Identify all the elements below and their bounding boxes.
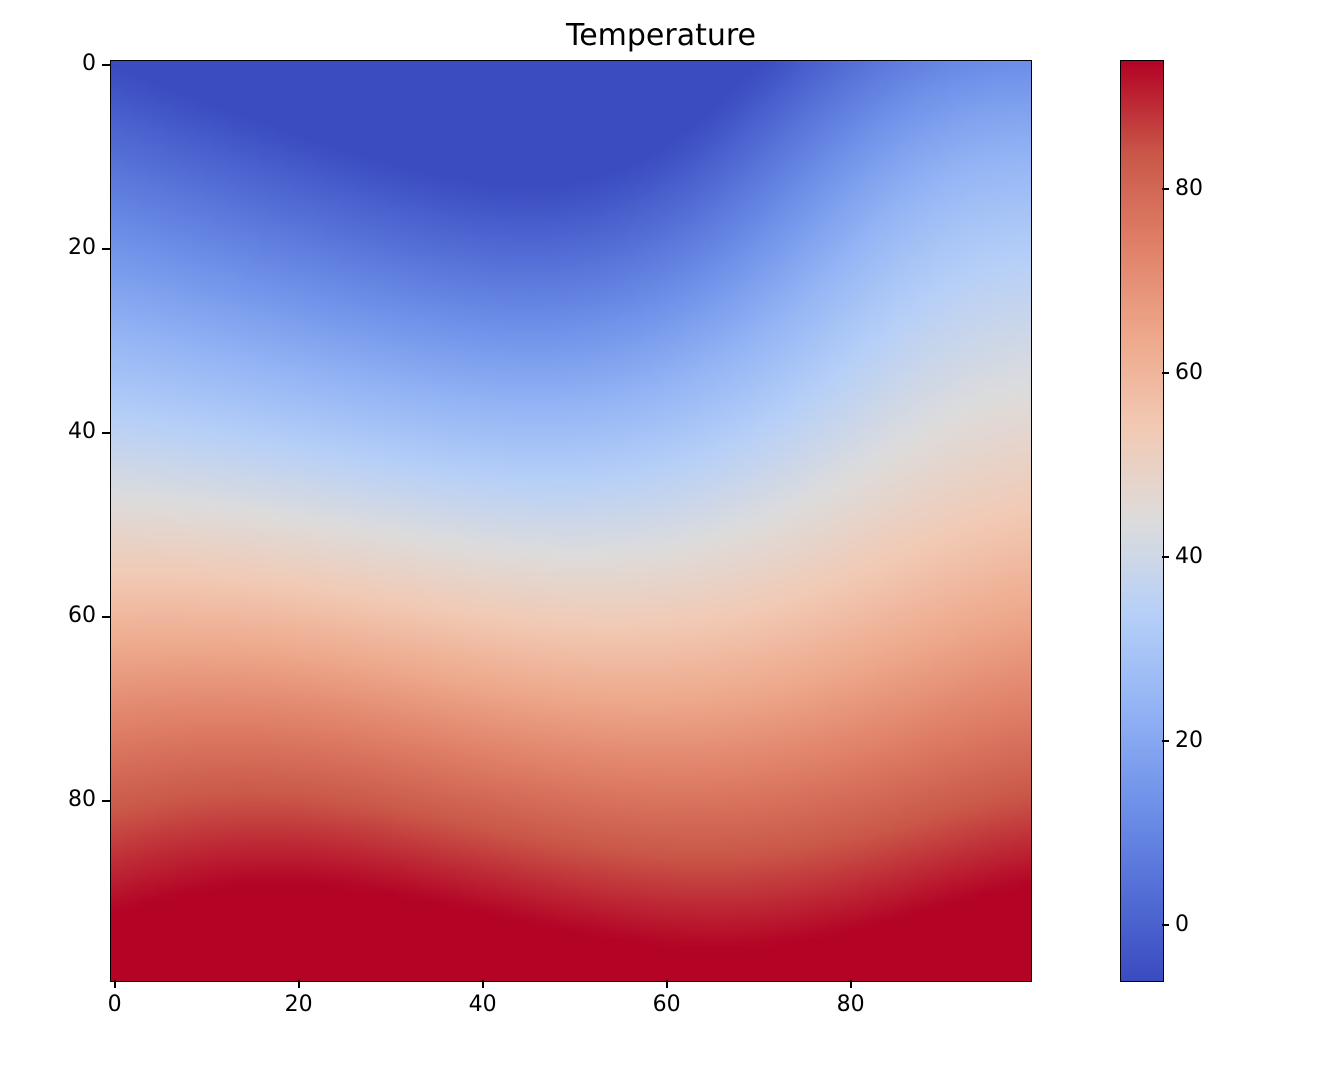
chart-title: Temperature	[0, 18, 1322, 53]
colorbar	[1120, 60, 1164, 982]
colorbar-tick	[1162, 924, 1169, 926]
x-tick-label: 20	[279, 992, 319, 1017]
y-tick-label: 40	[68, 419, 96, 444]
colorbar-canvas	[1121, 61, 1163, 981]
y-tick-label: 0	[82, 51, 96, 76]
y-tick	[102, 616, 110, 618]
x-tick-label: 0	[95, 992, 135, 1017]
colorbar-tick	[1162, 740, 1169, 742]
colorbar-tick-label: 20	[1175, 728, 1203, 753]
x-tick-label: 80	[831, 992, 871, 1017]
colorbar-tick-label: 0	[1175, 912, 1189, 937]
colorbar-tick-label: 80	[1175, 176, 1203, 201]
y-tick	[102, 248, 110, 250]
x-tick	[482, 980, 484, 988]
heatmap-canvas	[111, 61, 1031, 981]
y-tick-label: 80	[68, 787, 96, 812]
colorbar-tick	[1162, 372, 1169, 374]
y-tick	[102, 432, 110, 434]
x-tick	[850, 980, 852, 988]
y-tick-label: 20	[68, 235, 96, 260]
y-tick	[102, 800, 110, 802]
y-tick	[102, 64, 110, 66]
y-tick-label: 60	[68, 603, 96, 628]
x-tick-label: 60	[647, 992, 687, 1017]
x-tick	[114, 980, 116, 988]
x-tick	[298, 980, 300, 988]
colorbar-tick-label: 60	[1175, 360, 1203, 385]
colorbar-tick-label: 40	[1175, 544, 1203, 569]
colorbar-tick	[1162, 188, 1169, 190]
colorbar-tick	[1162, 556, 1169, 558]
figure: Temperature 0 20 40 60 80 0 20 40 60 80 0 20 40 60 8…	[0, 0, 1322, 1076]
heatmap-plot	[110, 60, 1032, 982]
x-tick	[666, 980, 668, 988]
x-tick-label: 40	[463, 992, 503, 1017]
